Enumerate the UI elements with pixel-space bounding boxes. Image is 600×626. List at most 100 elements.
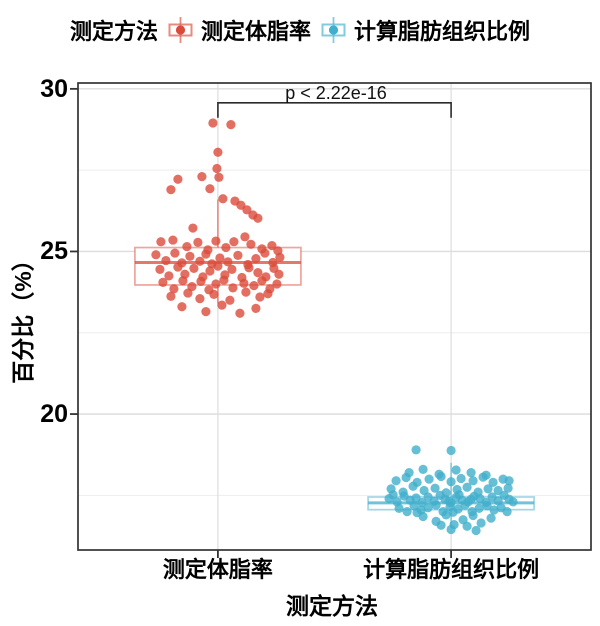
jitter-point — [229, 237, 239, 247]
x-tick-label-measured: 测定体脂率 — [162, 557, 273, 582]
jitter-point — [460, 500, 470, 510]
x-axis-title: 测定方法 — [286, 593, 378, 619]
jitter-point — [263, 289, 273, 299]
jitter-point — [185, 251, 195, 261]
jitter-point — [166, 291, 176, 301]
jitter-point — [173, 174, 183, 184]
jitter-point — [193, 237, 203, 247]
jitter-point — [430, 483, 440, 493]
jitter-point — [169, 284, 179, 294]
jitter-point — [183, 288, 193, 298]
jitter-point — [241, 287, 251, 297]
jitter-point — [233, 250, 243, 260]
jitter-point — [267, 241, 277, 251]
boxplot-key-icon — [168, 17, 193, 43]
y-tick-label: 20 — [40, 400, 68, 429]
panel-border — [77, 82, 592, 551]
jitter-point — [423, 503, 433, 513]
x-tick-label-computed: 计算脂肪组织比例 — [363, 557, 540, 582]
jitter-point — [158, 277, 168, 287]
jitter-point — [504, 476, 514, 486]
legend-item-label: 测定体脂率 — [200, 19, 311, 44]
jitter-point — [388, 490, 398, 500]
jitter-point — [182, 241, 192, 252]
jitter-point — [211, 236, 221, 246]
y-axis-title: 百分比（%） — [10, 248, 36, 384]
jitter-point — [161, 255, 171, 266]
jitter-point — [462, 521, 472, 531]
jitter-point — [235, 308, 245, 318]
jitter-point — [249, 281, 259, 291]
jitter-point — [242, 205, 252, 215]
jitter-point — [446, 524, 456, 535]
jitter-point — [173, 262, 183, 272]
jitter-point — [486, 513, 496, 523]
jitter-point — [431, 500, 441, 510]
jitter-point — [253, 267, 263, 278]
jitter-point — [201, 249, 211, 259]
y-tick-label: 30 — [40, 74, 68, 103]
jitter-point — [474, 503, 484, 513]
jitter-point — [401, 472, 411, 483]
jitter-point — [205, 184, 215, 194]
jitter-point — [195, 256, 205, 266]
jitter-point — [151, 250, 161, 260]
jitter-point — [488, 477, 498, 487]
jitter-point — [177, 302, 187, 312]
jitter-point — [476, 518, 486, 528]
jitter-point — [411, 445, 421, 455]
jitter-point — [213, 261, 223, 271]
p-value-annotation: p < 2.22e-16 — [285, 83, 387, 103]
jitter-point — [178, 276, 188, 286]
jitter-point — [244, 263, 254, 273]
jitter-point — [260, 248, 270, 258]
significance-bracket — [217, 102, 452, 118]
jitter-point — [208, 118, 218, 128]
legend-item-measured: 测定体脂率 — [167, 14, 311, 46]
jitter-point — [462, 482, 472, 492]
jitter-point — [223, 257, 233, 267]
jitter-point — [215, 253, 225, 263]
jitter-point — [424, 474, 434, 484]
jitter-point — [201, 307, 211, 317]
jitter-point — [195, 294, 205, 304]
jitter-point — [418, 464, 428, 474]
jitter-point — [197, 172, 207, 182]
jitter-point — [436, 471, 446, 482]
jitter-point — [478, 472, 488, 482]
jitter-point — [246, 239, 256, 249]
jitter-point — [188, 223, 198, 233]
jitter-point — [502, 507, 512, 517]
jitter-point — [274, 269, 284, 279]
legend-item-computed: 计算脂肪组织比例 — [320, 14, 530, 46]
jitter-point — [226, 120, 236, 130]
jitter-point — [168, 235, 178, 245]
jitter-point — [225, 295, 235, 305]
jitter-point — [436, 520, 446, 530]
jitter-point — [482, 501, 492, 511]
jitter-point — [255, 292, 265, 302]
jitter-point — [227, 264, 237, 274]
jitter-point — [503, 483, 513, 493]
jitter-point — [251, 303, 261, 313]
jitter-point — [240, 232, 250, 242]
jitter-point — [209, 289, 219, 299]
jitter-point — [418, 511, 428, 522]
jitter-point — [417, 497, 427, 508]
jitter-point — [468, 510, 478, 521]
jitter-point — [170, 248, 180, 258]
boxplot-key-icon — [321, 17, 346, 43]
jitter-point — [275, 252, 285, 262]
jitter-point — [402, 507, 412, 517]
legend-title: 测定方法 — [69, 19, 158, 44]
jitter-point — [451, 465, 461, 475]
jitter-point — [155, 264, 165, 274]
legend: 测定方法 测定体脂率 计算脂肪组织比例 — [0, 13, 600, 47]
jitter-point — [253, 213, 263, 223]
jitter-point — [221, 242, 231, 253]
jitter-point — [489, 505, 499, 515]
jitter-point — [471, 525, 481, 536]
jitter-point — [272, 279, 282, 289]
jitter-point — [446, 445, 456, 456]
